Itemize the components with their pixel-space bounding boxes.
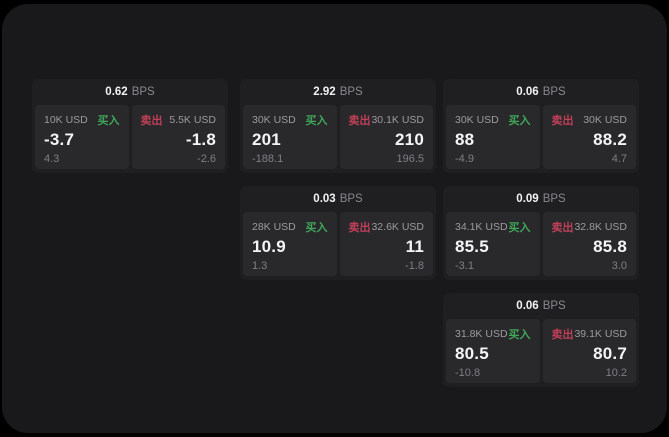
buy-panel[interactable]: 28K USD 买入 10.9 1.3: [243, 212, 337, 276]
bps-value: 0.03: [313, 193, 336, 205]
buy-size: 30K USD: [455, 114, 499, 126]
buy-panel[interactable]: 30K USD 买入 88 -4.9: [446, 105, 540, 169]
buy-delta: -10.8: [455, 367, 481, 379]
sell-size: 32.8K USD: [574, 221, 627, 233]
buy-delta: 4.3: [44, 153, 60, 165]
bps-unit-label: BPS: [131, 86, 155, 98]
sell-panel[interactable]: 卖出 32.6K USD 11 -1.8: [339, 212, 433, 276]
quote-card-1: 0.62 BPS 10K USD 买入 -3.7 4.3 卖出 5.5K USD…: [32, 79, 228, 173]
sell-badge[interactable]: 卖出: [551, 222, 574, 234]
sell-size: 30.1K USD: [371, 114, 424, 126]
sell-panel[interactable]: 卖出 30.1K USD 210 196.5: [339, 105, 433, 169]
quote-card-4: 0.03 BPS 28K USD 买入 10.9 1.3 卖出 32.6K US…: [240, 186, 436, 280]
buy-badge[interactable]: 买入: [508, 222, 531, 234]
bps-unit-label: BPS: [339, 193, 363, 205]
sell-panel[interactable]: 卖出 30K USD 88.2 4.7: [542, 105, 636, 169]
buy-size: 10K USD: [44, 114, 88, 126]
sell-delta: 4.7: [611, 153, 627, 165]
sell-panel[interactable]: 卖出 32.8K USD 85.8 3.0: [542, 212, 636, 276]
sell-delta: 10.2: [605, 367, 627, 379]
sell-badge[interactable]: 卖出: [551, 329, 574, 341]
buy-badge[interactable]: 买入: [508, 115, 531, 127]
sell-badge[interactable]: 卖出: [348, 222, 371, 234]
sell-size: 39.1K USD: [574, 328, 627, 340]
bps-header: 0.06 BPS: [443, 293, 639, 319]
sell-delta: 3.0: [611, 260, 627, 272]
buy-price: 10.9: [252, 237, 286, 256]
sell-panel[interactable]: 卖出 39.1K USD 80.7 10.2: [542, 319, 636, 383]
bps-unit-label: BPS: [542, 86, 566, 98]
sell-price: 80.7: [593, 344, 627, 363]
sell-panel[interactable]: 卖出 5.5K USD -1.8 -2.6: [131, 105, 225, 169]
quote-card-2: 2.92 BPS 30K USD 买入 201 -188.1 卖出 30.1K …: [240, 79, 436, 173]
buy-panel[interactable]: 30K USD 买入 201 -188.1: [243, 105, 337, 169]
bps-header: 0.62 BPS: [32, 79, 228, 105]
bps-value: 0.62: [105, 86, 128, 98]
bps-unit-label: BPS: [542, 193, 566, 205]
buy-badge[interactable]: 买入: [97, 115, 120, 127]
sell-delta: -2.6: [197, 153, 216, 165]
bps-header: 2.92 BPS: [240, 79, 436, 105]
buy-badge[interactable]: 买入: [508, 329, 531, 341]
bps-unit-label: BPS: [339, 86, 363, 98]
bps-header: 0.06 BPS: [443, 79, 639, 105]
buy-size: 31.8K USD: [455, 328, 508, 340]
bps-value: 0.09: [516, 193, 539, 205]
sell-badge[interactable]: 卖出: [348, 115, 371, 127]
sell-badge[interactable]: 卖出: [551, 115, 574, 127]
bps-value: 2.92: [313, 86, 336, 98]
buy-delta: 1.3: [252, 260, 268, 272]
buy-panel[interactable]: 31.8K USD 买入 80.5 -10.8: [446, 319, 540, 383]
sell-delta: -1.8: [405, 260, 424, 272]
quote-card-3: 0.06 BPS 30K USD 买入 88 -4.9 卖出 30K USD 8…: [443, 79, 639, 173]
buy-delta: -3.1: [455, 260, 474, 272]
buy-delta: -4.9: [455, 153, 474, 165]
sell-delta: 196.5: [396, 153, 424, 165]
sell-size: 30K USD: [583, 114, 627, 126]
buy-delta: -188.1: [252, 153, 284, 165]
sell-size: 5.5K USD: [169, 114, 216, 126]
buy-size: 30K USD: [252, 114, 296, 126]
bps-value: 0.06: [516, 300, 539, 312]
buy-panel[interactable]: 34.1K USD 买入 85.5 -3.1: [446, 212, 540, 276]
buy-price: 85.5: [455, 237, 489, 256]
quote-card-5: 0.09 BPS 34.1K USD 买入 85.5 -3.1 卖出 32.8K…: [443, 186, 639, 280]
bps-value: 0.06: [516, 86, 539, 98]
sell-price: -1.8: [185, 130, 216, 149]
bps-unit-label: BPS: [542, 300, 566, 312]
sell-price: 11: [405, 237, 424, 256]
sell-price: 85.8: [593, 237, 627, 256]
buy-price: 201: [252, 130, 281, 149]
buy-price: 88: [455, 130, 475, 149]
buy-size: 34.1K USD: [455, 221, 508, 233]
buy-panel[interactable]: 10K USD 买入 -3.7 4.3: [35, 105, 129, 169]
sell-price: 88.2: [593, 130, 627, 149]
sell-price: 210: [395, 130, 424, 149]
sell-badge[interactable]: 卖出: [140, 115, 163, 127]
buy-price: -3.7: [44, 130, 75, 149]
buy-price: 80.5: [455, 344, 489, 363]
buy-size: 28K USD: [252, 221, 296, 233]
buy-badge[interactable]: 买入: [305, 115, 328, 127]
quote-card-6: 0.06 BPS 31.8K USD 买入 80.5 -10.8 卖出 39.1…: [443, 293, 639, 387]
bps-header: 0.09 BPS: [443, 186, 639, 212]
sell-size: 32.6K USD: [371, 221, 424, 233]
bps-header: 0.03 BPS: [240, 186, 436, 212]
buy-badge[interactable]: 买入: [305, 222, 328, 234]
